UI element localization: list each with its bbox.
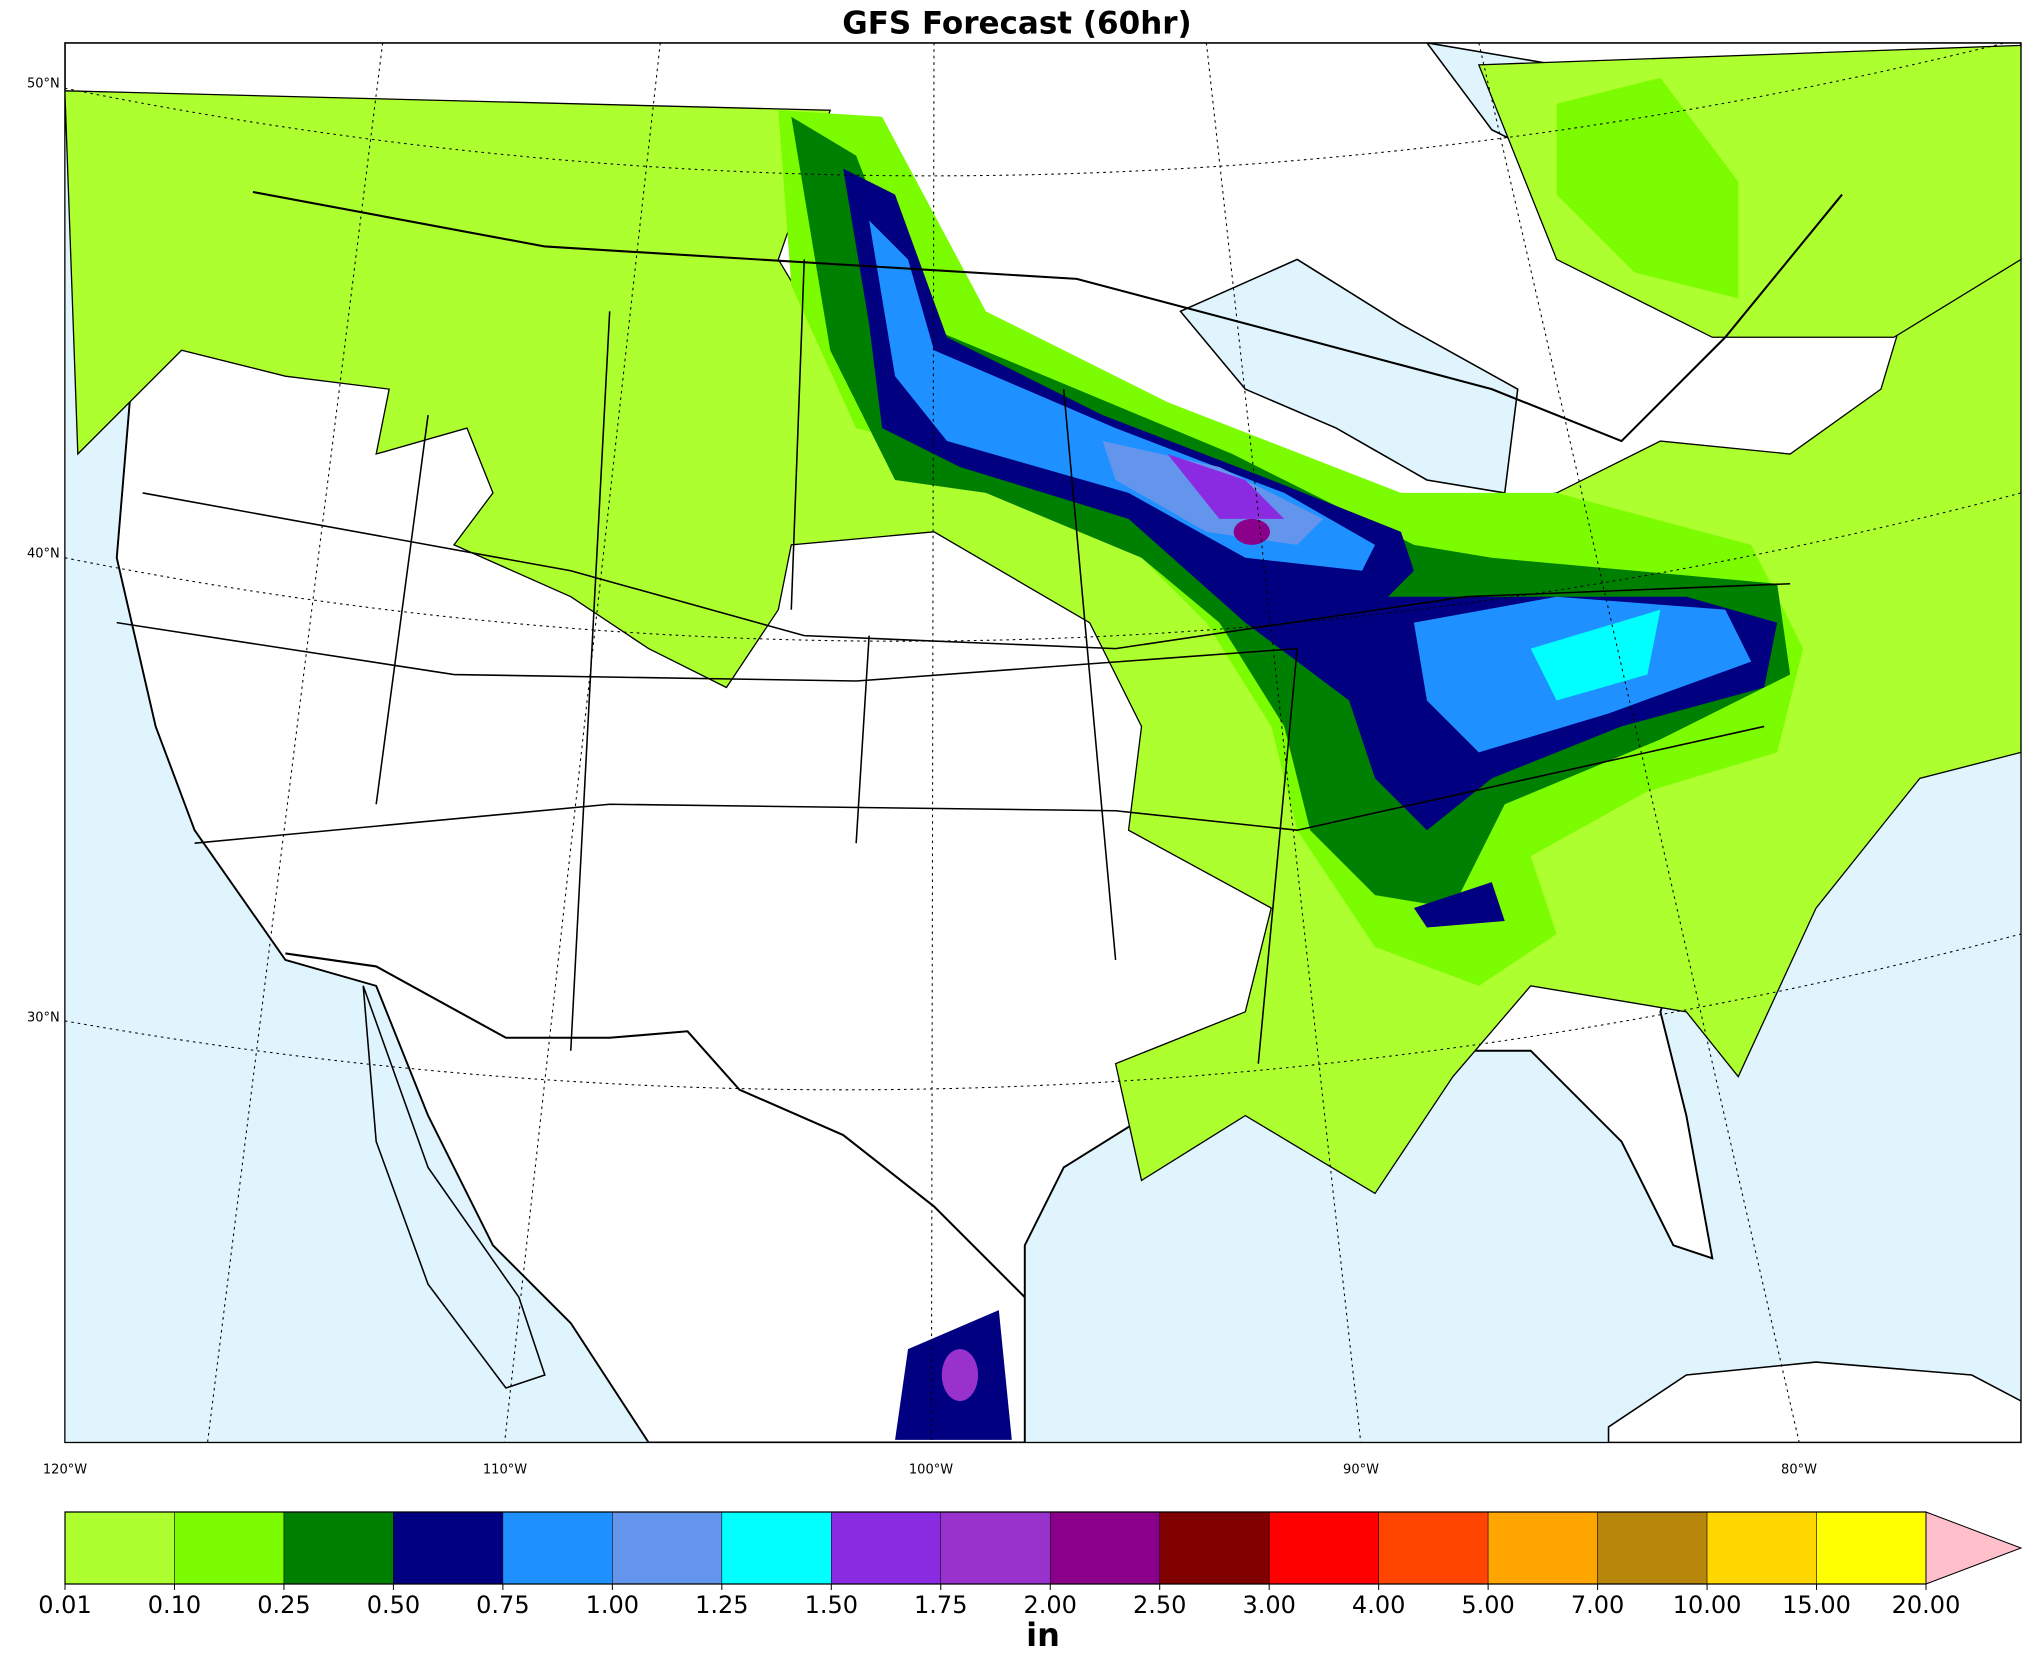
graticule-line — [64, 42, 2008, 177]
colorbar-label: in — [1026, 1616, 1060, 1654]
graticule — [64, 42, 2022, 1443]
colorbar-tick-label: 1.00 — [586, 1591, 639, 1619]
lon-label: 120°W — [43, 1463, 87, 1478]
precip-mexico-max — [941, 1349, 979, 1401]
graticule-line — [64, 492, 2022, 642]
cuba — [1607, 1361, 2022, 1443]
colorbar-frame — [64, 1511, 1926, 1585]
colorbar-tick-label: 0.10 — [148, 1591, 201, 1619]
colorbar-bin — [1159, 1511, 1270, 1585]
lon-label: 110°W — [483, 1463, 527, 1478]
precip-band-5 — [1167, 454, 1285, 519]
lat-label: 40°N — [27, 547, 60, 562]
colorbar-tick-label: 0.50 — [367, 1591, 420, 1619]
colorbar-tick-label: 7.00 — [1571, 1591, 1624, 1619]
precip-max — [1233, 518, 1270, 545]
colorbar-bin — [1706, 1511, 1817, 1585]
precip-band-4 — [1530, 609, 1661, 701]
colorbar-bin — [940, 1511, 1051, 1585]
lon-label: 90°W — [1343, 1463, 1379, 1478]
border — [285, 952, 1026, 1298]
colorbar-bin — [502, 1511, 613, 1585]
colorbar-bin — [831, 1511, 942, 1585]
graticule-line — [504, 42, 661, 1443]
colorbar-tick-label: 1.75 — [914, 1591, 967, 1619]
lat-label: 30°N — [27, 1011, 60, 1026]
border — [252, 190, 1843, 443]
colorbar-bin — [174, 1511, 285, 1585]
colorbar-tick-label: 0.01 — [38, 1591, 91, 1619]
graticule-line — [1205, 42, 1362, 1443]
colorbar-tick-label: 0.25 — [257, 1591, 310, 1619]
colorbar-tick-label: 2.50 — [1133, 1591, 1186, 1619]
colorbar-bin — [64, 1511, 175, 1585]
colorbar-extend — [1925, 1511, 2023, 1585]
colorbar-tick-label: 0.75 — [476, 1591, 529, 1619]
lon-label: 100°W — [909, 1463, 953, 1478]
colorbar-tick-label: 4.00 — [1352, 1591, 1405, 1619]
colorbar-tick-label: 3.00 — [1242, 1591, 1295, 1619]
colorbar-bin — [283, 1511, 394, 1585]
lon-label: 80°W — [1781, 1463, 1817, 1478]
colorbar-tick-label: 20.00 — [1892, 1591, 1961, 1619]
colorbar-bin — [393, 1511, 504, 1585]
colorbar-bin — [1816, 1511, 1927, 1585]
colorbar-tick-label: 5.00 — [1461, 1591, 1514, 1619]
colorbar-tick-label: 2.00 — [1024, 1591, 1077, 1619]
colorbar-bin — [1049, 1511, 1160, 1585]
colorbar-bin — [721, 1511, 832, 1585]
colorbar-bin — [1487, 1511, 1598, 1585]
colorbar-tick-label: 15.00 — [1782, 1591, 1851, 1619]
colorbar-tick-label: 1.25 — [695, 1591, 748, 1619]
colorbar-bin — [1268, 1511, 1379, 1585]
colorbar-bin — [1378, 1511, 1489, 1585]
map — [64, 42, 2022, 1444]
borders — [116, 190, 1843, 1298]
colorbar-bin — [612, 1511, 723, 1585]
graticule-line — [207, 42, 384, 1443]
precip-moderate-north — [1556, 77, 1739, 299]
map-layers — [64, 42, 2022, 1443]
state-line — [116, 492, 1791, 844]
gulf-of-california — [362, 985, 546, 1389]
precip-south — [1413, 882, 1505, 928]
colorbar: 0.01 0.10 0.25 0.50 0.75 1.00 1.25 1.50 1.75 2.00… — [38, 1511, 2023, 1654]
graticule-line — [64, 933, 2022, 1091]
colorbar-tick-label: 1.50 — [805, 1591, 858, 1619]
colorbar-bin — [1597, 1511, 1708, 1585]
map-frame — [64, 42, 2022, 1444]
colorbar-tick-label: 10.00 — [1673, 1591, 1742, 1619]
title: GFS Forecast (60hr) — [842, 6, 1191, 42]
lat-label: 50°N — [27, 77, 60, 92]
map-labels: 50°N 40°N 30°N 120°W 110°W 100°W 90°W 80°W — [27, 77, 1817, 1478]
state-line — [375, 259, 1298, 1064]
